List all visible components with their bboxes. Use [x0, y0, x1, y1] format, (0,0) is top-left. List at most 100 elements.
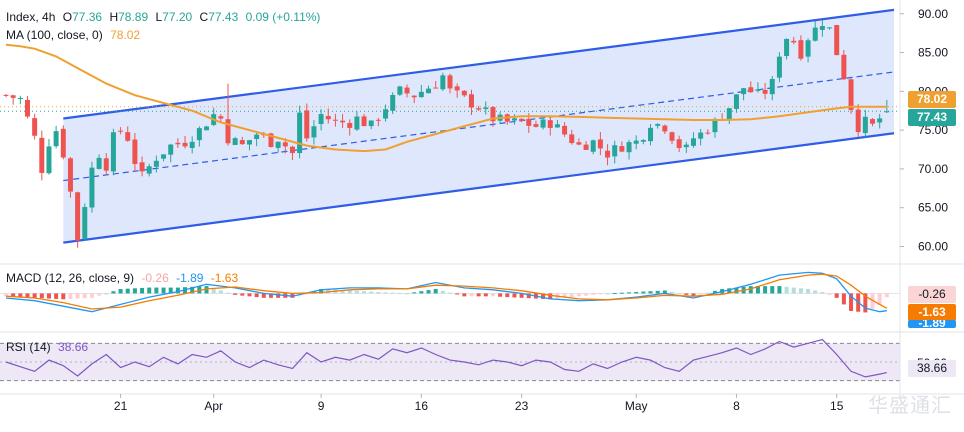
- candle[interactable]: [39, 130, 45, 181]
- candle[interactable]: [246, 140, 252, 151]
- candle[interactable]: [304, 103, 310, 142]
- candle[interactable]: [139, 156, 145, 177]
- candle[interactable]: [605, 144, 611, 166]
- candle[interactable]: [562, 122, 568, 137]
- candle[interactable]: [648, 124, 654, 146]
- candle[interactable]: [204, 125, 210, 131]
- candle[interactable]: [390, 92, 396, 114]
- candle[interactable]: [805, 38, 811, 63]
- candle[interactable]: [146, 163, 152, 177]
- candle[interactable]: [182, 135, 188, 149]
- candle[interactable]: [239, 136, 245, 145]
- candle[interactable]: [347, 119, 353, 136]
- candle[interactable]: [82, 203, 88, 241]
- candle[interactable]: [640, 139, 646, 145]
- candle[interactable]: [53, 125, 59, 149]
- candle[interactable]: [275, 141, 281, 153]
- price-pane[interactable]: [0, 8, 900, 248]
- macd-pane[interactable]: [0, 271, 900, 313]
- candle[interactable]: [411, 95, 417, 104]
- candle[interactable]: [67, 157, 73, 198]
- candle[interactable]: [748, 81, 754, 93]
- candle[interactable]: [404, 84, 410, 98]
- candle[interactable]: [440, 72, 446, 92]
- candle[interactable]: [683, 141, 689, 153]
- candle[interactable]: [870, 118, 876, 127]
- candle[interactable]: [533, 120, 539, 128]
- candle[interactable]: [690, 132, 696, 148]
- candle[interactable]: [103, 153, 109, 176]
- candle[interactable]: [626, 139, 632, 160]
- channel-lower-line[interactable]: [63, 132, 895, 244]
- candle[interactable]: [96, 154, 102, 170]
- candle[interactable]: [60, 125, 66, 160]
- candle[interactable]: [433, 80, 439, 89]
- candle[interactable]: [834, 24, 840, 56]
- candle[interactable]: [848, 78, 854, 114]
- candle[interactable]: [855, 104, 861, 138]
- candle[interactable]: [132, 132, 138, 172]
- candle[interactable]: [483, 101, 489, 115]
- candle[interactable]: [619, 141, 625, 153]
- ma100-line[interactable]: [5, 43, 887, 153]
- candle[interactable]: [10, 94, 16, 105]
- candle[interactable]: [733, 94, 739, 113]
- candle[interactable]: [884, 99, 890, 114]
- candle[interactable]: [318, 109, 324, 131]
- candle[interactable]: [669, 131, 675, 144]
- candle[interactable]: [254, 131, 260, 147]
- candle[interactable]: [125, 126, 131, 142]
- candle[interactable]: [655, 123, 661, 129]
- candle[interactable]: [24, 96, 30, 119]
- candle[interactable]: [447, 73, 453, 94]
- candle[interactable]: [110, 128, 116, 176]
- candle[interactable]: [741, 88, 747, 101]
- candle[interactable]: [454, 83, 460, 98]
- candle[interactable]: [812, 21, 818, 42]
- candle[interactable]: [612, 140, 618, 164]
- candle[interactable]: [776, 52, 782, 83]
- candle[interactable]: [554, 120, 560, 128]
- candle[interactable]: [361, 113, 367, 127]
- candle[interactable]: [325, 108, 331, 124]
- candle[interactable]: [705, 129, 711, 135]
- candle[interactable]: [676, 135, 682, 152]
- candle[interactable]: [375, 117, 381, 127]
- candle[interactable]: [841, 50, 847, 81]
- candle[interactable]: [476, 105, 482, 111]
- macd-line[interactable]: [5, 271, 887, 313]
- candle[interactable]: [332, 113, 338, 127]
- candle[interactable]: [311, 120, 317, 145]
- candle[interactable]: [791, 36, 797, 45]
- candle[interactable]: [368, 120, 374, 130]
- candle[interactable]: [827, 27, 833, 30]
- candle[interactable]: [354, 111, 360, 131]
- candle[interactable]: [232, 136, 238, 145]
- candle[interactable]: [225, 83, 231, 146]
- candle[interactable]: [383, 104, 389, 122]
- candle[interactable]: [819, 20, 825, 37]
- candle[interactable]: [153, 155, 159, 173]
- rsi-line[interactable]: [5, 338, 887, 378]
- candle[interactable]: [769, 76, 775, 101]
- candle[interactable]: [17, 95, 23, 105]
- candle[interactable]: [698, 128, 704, 146]
- candle[interactable]: [540, 117, 546, 130]
- candle[interactable]: [218, 114, 224, 123]
- candle[interactable]: [490, 106, 496, 127]
- candle[interactable]: [877, 113, 883, 129]
- channel-upper-line[interactable]: [63, 8, 895, 120]
- candle[interactable]: [576, 138, 582, 146]
- candle[interactable]: [633, 135, 639, 150]
- candle[interactable]: [461, 90, 467, 97]
- candle[interactable]: [196, 126, 202, 147]
- candle[interactable]: [583, 141, 589, 150]
- candle[interactable]: [118, 127, 124, 135]
- candle[interactable]: [590, 139, 596, 155]
- candle[interactable]: [75, 191, 81, 248]
- rsi-pane[interactable]: [0, 338, 900, 382]
- candle[interactable]: [468, 89, 474, 115]
- candle[interactable]: [726, 108, 732, 125]
- candle[interactable]: [755, 82, 761, 93]
